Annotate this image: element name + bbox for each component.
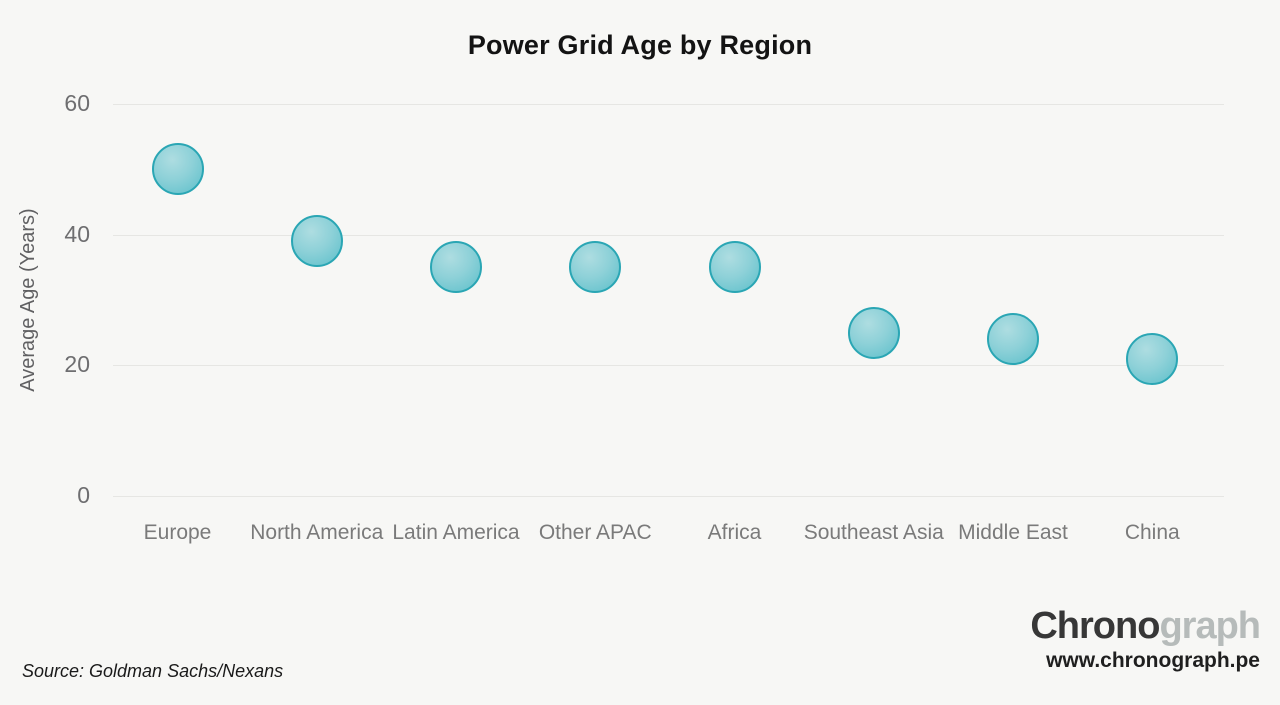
x-tick-latin-america: Latin America [392, 521, 520, 544]
x-tick-middle-east: Middle East [958, 521, 1068, 544]
x-tick-north-america: North America [250, 521, 384, 544]
gridline-40 [113, 234, 1224, 236]
y-tick-60: 60 [64, 90, 90, 116]
gridline-20 [113, 365, 1224, 367]
y-axis-label: Average Age (Years) [17, 208, 39, 392]
x-tick-africa: Africa [707, 521, 762, 544]
gridline-0 [113, 496, 1224, 497]
x-tick-other-apac: Other APAC [538, 521, 652, 544]
x-tick-china: China [1124, 521, 1180, 544]
y-tick-40: 40 [64, 220, 90, 247]
brand-url: www.chronograph.pe [1046, 648, 1260, 672]
chart-title: Power Grid Age by Region [467, 30, 813, 60]
data-point-china [1126, 332, 1179, 385]
brand-logo-primary: Chrono [1030, 605, 1160, 647]
x-tick-europe: Europe [143, 521, 212, 544]
data-point-latin-america [430, 241, 482, 294]
data-point-southeast-asia [847, 306, 900, 359]
x-tick-southeast-asia: Southeast Asia [803, 521, 944, 544]
brand-logo: Chronograph [1030, 605, 1261, 648]
data-point-north-america [290, 215, 343, 268]
data-point-africa [708, 241, 761, 294]
brand-block: Chronograph www.chronograph.pe [1030, 605, 1261, 673]
y-tick-20: 20 [64, 351, 90, 378]
data-point-middle-east [987, 313, 1039, 366]
data-point-europe [151, 143, 204, 196]
source-note: Source: Goldman Sachs/Nexans [22, 661, 284, 681]
gridline-60 [113, 104, 1224, 105]
y-tick-0: 0 [77, 482, 90, 508]
data-point-other-apac [569, 241, 622, 294]
brand-logo-secondary: graph [1159, 605, 1261, 647]
